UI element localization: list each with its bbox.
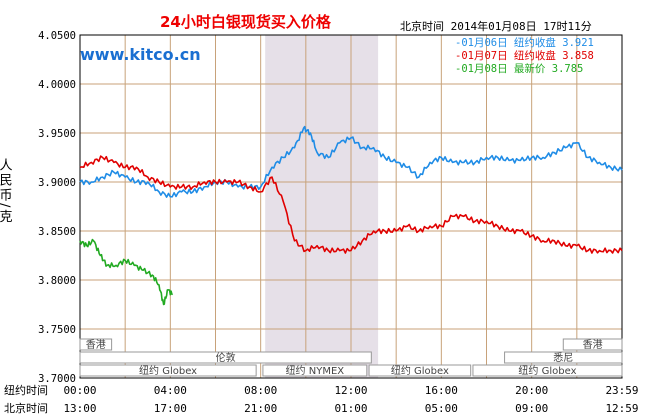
series-group bbox=[79, 125, 623, 306]
market-label: 纽约 Globex bbox=[139, 364, 197, 377]
market-bar bbox=[504, 351, 623, 364]
market-label: 纽约 Globex bbox=[518, 364, 576, 377]
market-label: 伦敦 bbox=[216, 351, 236, 364]
y-tick-label: 4.0500 bbox=[38, 30, 76, 42]
market-bar bbox=[79, 351, 372, 364]
legend-entry-1: -01月06日 纽约收盘 3.921 bbox=[455, 36, 594, 49]
x-tick-label-bj: 17:00 bbox=[154, 402, 187, 415]
legend: -01月06日 纽约收盘 3.921-01月07日 纽约收盘 3.858-01月… bbox=[455, 36, 594, 75]
plot-frame bbox=[79, 34, 623, 379]
series-jan08-line bbox=[79, 238, 174, 306]
market-label: 悉尼 bbox=[553, 352, 573, 364]
x-tick-label-ny: 23:59 bbox=[605, 384, 638, 397]
x-tick-label-ny: 04:00 bbox=[154, 384, 187, 397]
market-bar bbox=[368, 364, 472, 377]
timestamp: 北京时间 2014年01月08日 17时11分 bbox=[400, 19, 592, 33]
beijing-time-row-label: 北京时间 bbox=[4, 401, 48, 415]
brand-watermark: www.kitco.cn bbox=[80, 45, 201, 64]
nymex-shaded-region bbox=[265, 35, 379, 378]
x-tick-label-ny: 08:00 bbox=[244, 384, 277, 397]
x-tick-label-ny: 16:00 bbox=[425, 384, 458, 397]
ny-time-row-label: 纽约时间 bbox=[4, 383, 48, 397]
x-tick-label-bj: 12:59 bbox=[605, 402, 638, 415]
y-tick-labels: 3.7000 3.7500 3.8000 3.8500 3.9000 3.9500 4.00… bbox=[38, 30, 76, 385]
x-tick-label-bj: 21:00 bbox=[244, 402, 277, 415]
market-bar bbox=[562, 338, 623, 351]
x-tick-label-bj: 09:00 bbox=[515, 402, 548, 415]
chart-title: 24小时白银现货买入价格 bbox=[160, 13, 332, 31]
market-label: 香港 bbox=[86, 339, 106, 351]
x-tick-label-ny: 20:00 bbox=[515, 384, 548, 397]
x-tick-label-bj: 01:00 bbox=[334, 402, 367, 415]
legend-entry-2: -01月07日 纽约收盘 3.858 bbox=[455, 49, 594, 62]
y-tick-label: 3.7000 bbox=[38, 373, 76, 385]
y-tick-label: 3.8500 bbox=[38, 226, 76, 238]
x-tick-label-bj: 05:00 bbox=[425, 402, 458, 415]
market-bar bbox=[79, 364, 257, 377]
market-bar bbox=[79, 338, 113, 351]
x-tick-label-bj: 13:00 bbox=[63, 402, 96, 415]
series-jan06-line bbox=[79, 125, 623, 198]
market-label: 纽约 NYMEX bbox=[286, 364, 345, 377]
y-tick-label: 3.9500 bbox=[38, 128, 76, 140]
x-tick-label-ny: 00:00 bbox=[63, 384, 96, 397]
market-bar bbox=[262, 364, 368, 377]
x-tick-labels: 00:00 04:00 08:00 12:00 16:00 20:00 23:59 13:00… bbox=[63, 384, 638, 415]
market-label: 纽约 Globex bbox=[391, 364, 449, 377]
chart-grid bbox=[80, 35, 622, 378]
legend-entry-3: -01月08日 最新价 3.785 bbox=[455, 62, 583, 75]
y-tick-label: 3.9000 bbox=[38, 177, 76, 189]
series-jan07-line bbox=[79, 155, 623, 254]
y-axis-label: 人民币/克 bbox=[0, 158, 12, 224]
y-tick-label: 3.7500 bbox=[38, 324, 76, 336]
market-bar bbox=[472, 364, 623, 377]
x-tick-label-ny: 12:00 bbox=[334, 384, 367, 397]
y-tick-label: 3.8000 bbox=[38, 275, 76, 287]
market-label: 香港 bbox=[583, 339, 603, 351]
y-tick-label: 4.0000 bbox=[38, 79, 76, 91]
